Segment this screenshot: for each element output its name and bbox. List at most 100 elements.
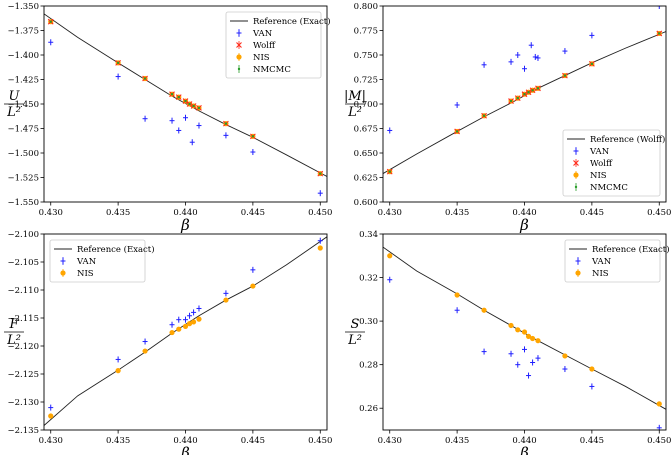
y-label-denominator: L² [347, 333, 362, 348]
y-tick-label: −2.110 [8, 286, 39, 296]
y-tick-label: 0.32 [359, 274, 378, 284]
nmcmc-point [49, 20, 52, 23]
x-axis-label: β [519, 444, 529, 455]
y-tick-label: 0.28 [359, 361, 378, 371]
legend-box [564, 239, 661, 283]
x-tick-label: 0.430 [378, 436, 402, 446]
y-tick-label: −2.135 [8, 426, 39, 436]
nmcmc-point [116, 61, 120, 65]
nis-point [196, 316, 202, 322]
nmcmc-point [197, 106, 201, 110]
plot-frame [43, 233, 328, 431]
nis-point [454, 292, 460, 298]
nis-point [535, 338, 541, 344]
x-tick-label: 0.440 [512, 208, 536, 218]
y-tick-label: 0.775 [354, 27, 378, 37]
nis-point [190, 319, 197, 325]
x-tick-label: 0.435 [106, 436, 130, 446]
nmcmc-point [658, 32, 661, 35]
plot-frame [382, 5, 667, 203]
y-label-denominator: L² [347, 105, 362, 120]
nmcmc-point [224, 122, 228, 125]
plot-frame [382, 233, 667, 431]
x-tick-label: 0.430 [378, 208, 402, 218]
x-tick-label: 0.450 [308, 208, 332, 218]
nmcmc-point [563, 74, 567, 77]
data-layer [44, 13, 327, 197]
y-label-denominator: L² [6, 333, 21, 348]
legend-label: Reference (Exact) [592, 244, 670, 255]
nmcmc-point [319, 172, 322, 175]
legend: Reference (Wolff) VAN Wolff NIS NMCMC [562, 129, 665, 197]
legend-marker-swatch [574, 185, 578, 189]
nmcmc-point [527, 91, 530, 94]
nis-point [115, 368, 121, 374]
y-tick-label: −1.400 [8, 51, 39, 61]
nis-point [656, 401, 662, 407]
legend-label: NIS [590, 171, 607, 181]
nmcmc-point [531, 89, 534, 92]
legend-label: VAN [589, 147, 610, 157]
x-tick-label: 0.440 [173, 436, 197, 446]
legend-box [49, 239, 146, 283]
nis-point [515, 327, 521, 333]
nmcmc-point [590, 62, 594, 66]
y-tick-label: −1.525 [8, 174, 39, 184]
nis-point [387, 253, 393, 259]
legend-marker-swatch [573, 172, 579, 178]
legend-label: VAN [76, 257, 97, 267]
y-tick-label: −2.100 [8, 230, 39, 240]
legend-label: Reference (Exact) [77, 244, 155, 255]
nis-point [48, 413, 54, 419]
y-label-denominator: L² [6, 105, 21, 120]
magnetization-panel: 0.430 0.435 0.440 0.445 0.450 0.600 0.625 0.650… [344, 2, 671, 234]
legend-marker-swatch [60, 270, 66, 276]
x-tick-label: 0.430 [39, 436, 63, 446]
x-tick-label: 0.450 [647, 208, 671, 218]
legend-label: Wolff [590, 159, 613, 169]
y-tick-label: −2.115 [8, 314, 39, 324]
nmcmc-point [143, 77, 147, 80]
nmcmc-point [177, 95, 180, 99]
nis-point [186, 321, 193, 327]
nis-point [589, 366, 595, 372]
x-tick-label: 0.435 [106, 208, 130, 218]
legend-label: NMCMC [253, 65, 291, 75]
y-tick-label: −2.105 [8, 258, 39, 268]
y-tick-label: −2.130 [8, 398, 39, 408]
legend-marker-swatch [236, 42, 242, 48]
entropy-panel: 0.430 0.435 0.440 0.445 0.450 0.26 0.28 0.30 0.3… [345, 230, 671, 455]
legend-marker-swatch [575, 270, 581, 276]
nis-point [176, 326, 182, 332]
nis-point [250, 283, 256, 289]
y-tick-label: 0.34 [359, 230, 378, 240]
legend-label: NIS [77, 269, 94, 279]
x-tick-label: 0.435 [445, 208, 469, 218]
x-tick-label: 0.445 [241, 436, 265, 446]
x-tick-label: 0.445 [241, 208, 265, 218]
legend-label: NMCMC [590, 183, 628, 193]
legend-box [225, 11, 322, 79]
x-axis-label: β [180, 216, 190, 234]
nis-point [508, 322, 514, 329]
nis-point [317, 245, 323, 251]
legend-label: NIS [253, 53, 270, 63]
nis-point [182, 323, 189, 329]
y-tick-label: 0.675 [354, 125, 378, 135]
y-tick-label: −1.450 [8, 100, 39, 110]
y-tick-label: 0.650 [354, 149, 378, 159]
legend: Reference (Exact) VAN Wolff NIS NMCMC [225, 11, 331, 79]
nmcmc-point [170, 93, 174, 96]
y-label-numerator: |M| [344, 89, 366, 104]
nmcmc-point [523, 93, 526, 96]
y-tick-label: −1.425 [8, 76, 39, 86]
legend-label: VAN [252, 29, 273, 39]
legend-label: NIS [592, 269, 609, 279]
nmcmc-point [509, 99, 513, 103]
plot-frame [43, 5, 328, 203]
nmcmc-point [388, 170, 391, 173]
legend: Reference (Exact) VAN NIS [49, 239, 155, 283]
y-tick-label: 0.600 [354, 198, 378, 208]
nmcmc-point [184, 99, 187, 103]
